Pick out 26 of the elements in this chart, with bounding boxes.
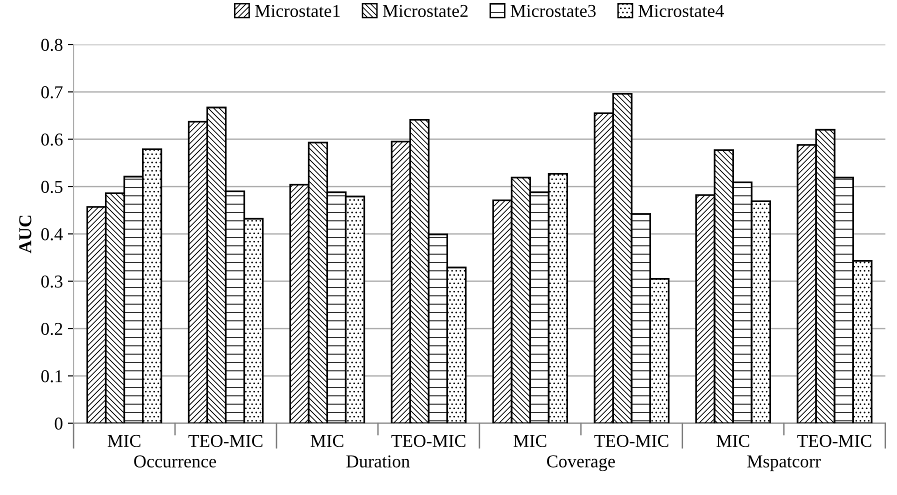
y-tick-label: 0.3 bbox=[41, 275, 62, 288]
x-tick-label: MIC bbox=[716, 434, 750, 448]
text: Occurrence bbox=[134, 455, 216, 468]
text: Mspatcorr bbox=[747, 456, 821, 472]
x-tick-label: TEO-MIC bbox=[797, 434, 872, 448]
x-tick-label: MIC bbox=[514, 434, 546, 448]
legend-label: Microstate3 bbox=[510, 4, 596, 18]
legend-label: Microstate1 bbox=[255, 4, 340, 18]
y-tick-label: 0.6 bbox=[41, 133, 63, 146]
text: Duration bbox=[346, 455, 410, 468]
x-tick-label: TEO-MIC bbox=[391, 434, 466, 448]
y-tick-label: 0.4 bbox=[41, 228, 63, 240]
text: Coverage bbox=[547, 455, 615, 472]
y-tick-label: 0.5 bbox=[41, 180, 62, 194]
y-tick-label: 0.8 bbox=[41, 38, 62, 52]
y-tick-label: 0 bbox=[54, 417, 62, 430]
x-tick-label: TEO-MIC bbox=[188, 434, 262, 448]
legend-label: Microstate2 bbox=[382, 4, 468, 18]
x-tick-label: MIC bbox=[310, 434, 344, 448]
legend-label: Microstate4 bbox=[638, 4, 724, 18]
x-tick-label: TEO-MIC bbox=[594, 434, 668, 448]
y-tick-label: 0.2 bbox=[41, 322, 62, 336]
y-tick-label: 0.1 bbox=[41, 370, 62, 382]
y-tick-label: 0.7 bbox=[41, 86, 63, 98]
x-tick-label: MIC bbox=[108, 434, 140, 448]
y-axis-title: AUC bbox=[19, 216, 32, 254]
